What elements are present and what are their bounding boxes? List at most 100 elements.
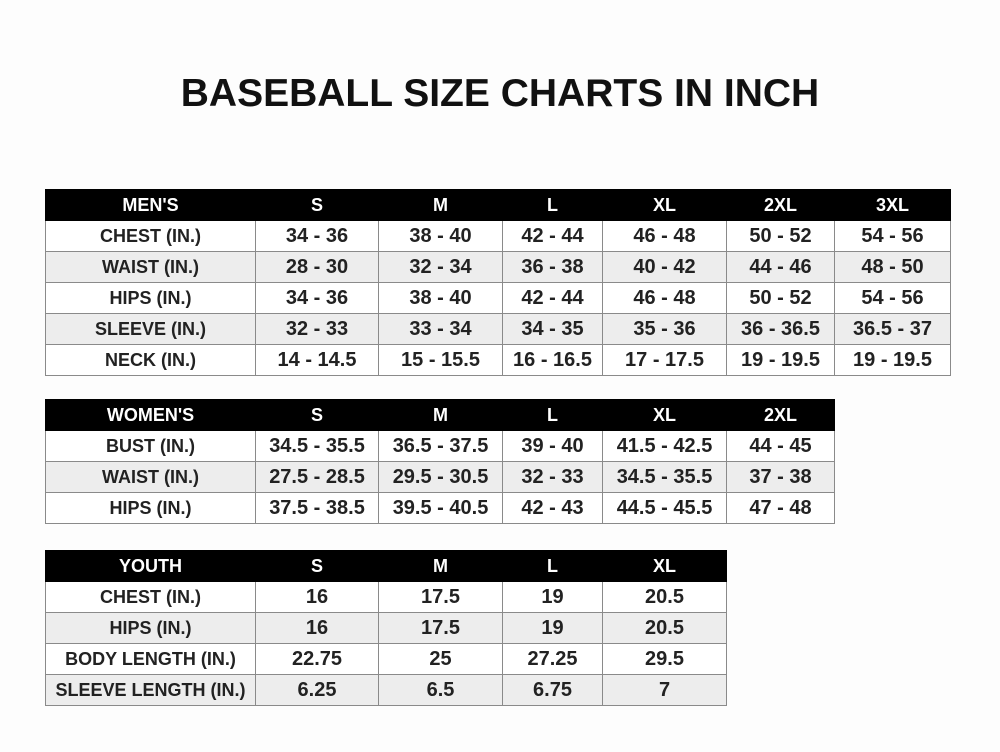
measurement-cell: 14 - 14.5 <box>255 344 379 376</box>
measurement-cell: 44.5 - 45.5 <box>602 492 727 524</box>
size-header: 2XL <box>726 189 835 221</box>
measurement-label: SLEEVE LENGTH (IN.) <box>45 674 256 706</box>
measurement-cell: 34.5 - 35.5 <box>255 430 379 462</box>
measurement-cell: 34 - 36 <box>255 220 379 252</box>
measurement-label: CHEST (IN.) <box>45 220 256 252</box>
measurement-cell: 44 - 45 <box>726 430 835 462</box>
measurement-label: SLEEVE (IN.) <box>45 313 256 345</box>
measurement-cell: 32 - 33 <box>255 313 379 345</box>
measurement-cell: 7 <box>602 674 727 706</box>
measurement-cell: 16 - 16.5 <box>502 344 603 376</box>
measurement-label: HIPS (IN.) <box>45 282 256 314</box>
measurement-cell: 42 - 44 <box>502 282 603 314</box>
measurement-cell: 29.5 <box>602 643 727 675</box>
size-header: XL <box>602 550 727 582</box>
measurement-cell: 37 - 38 <box>726 461 835 493</box>
measurement-cell: 22.75 <box>255 643 379 675</box>
measurement-cell: 36.5 - 37 <box>834 313 951 345</box>
measurement-cell: 46 - 48 <box>602 282 727 314</box>
measurement-label: HIPS (IN.) <box>45 612 256 644</box>
measurement-cell: 17.5 <box>378 612 503 644</box>
table-header-row: WOMEN'S S M L XL 2XL <box>45 399 835 431</box>
size-header: XL <box>602 399 727 431</box>
size-header: M <box>378 399 503 431</box>
size-header: M <box>378 550 503 582</box>
measurement-cell: 38 - 40 <box>378 282 503 314</box>
measurement-label: BUST (IN.) <box>45 430 256 462</box>
size-header: 3XL <box>834 189 951 221</box>
category-header: WOMEN'S <box>45 399 256 431</box>
measurement-cell: 54 - 56 <box>834 220 951 252</box>
measurement-cell: 19 - 19.5 <box>834 344 951 376</box>
measurement-cell: 19 <box>502 581 603 613</box>
measurement-cell: 16 <box>255 581 379 613</box>
measurement-cell: 34 - 35 <box>502 313 603 345</box>
size-header: S <box>255 399 379 431</box>
measurement-cell: 19 - 19.5 <box>726 344 835 376</box>
measurement-cell: 6.25 <box>255 674 379 706</box>
measurement-cell: 32 - 34 <box>378 251 503 283</box>
table-header-row: YOUTH S M L XL <box>45 550 727 582</box>
measurement-cell: 42 - 44 <box>502 220 603 252</box>
table-row: SLEEVE (IN.) 32 - 33 33 - 34 34 - 35 35 - 36… <box>45 313 951 345</box>
mens-size-table: MEN'S S M L XL 2XL 3XL CHEST (IN.) 34 - 36 38 - 4… <box>45 189 951 376</box>
table-row: WAIST (IN.) 27.5 - 28.5 29.5 - 30.5 32 - 33… <box>45 461 835 493</box>
table-row: NECK (IN.) 14 - 14.5 15 - 15.5 16 - 16.5 17 … <box>45 344 951 376</box>
measurement-cell: 50 - 52 <box>726 282 835 314</box>
measurement-cell: 40 - 42 <box>602 251 727 283</box>
measurement-cell: 17.5 <box>378 581 503 613</box>
measurement-cell: 41.5 - 42.5 <box>602 430 727 462</box>
measurement-cell: 29.5 - 30.5 <box>378 461 503 493</box>
measurement-cell: 32 - 33 <box>502 461 603 493</box>
measurement-cell: 17 - 17.5 <box>602 344 727 376</box>
measurement-label: CHEST (IN.) <box>45 581 256 613</box>
youth-size-table: YOUTH S M L XL CHEST (IN.) 16 17.5 19 20.5 HIPS (I… <box>45 550 727 706</box>
table-row: WAIST (IN.) 28 - 30 32 - 34 36 - 38 40 - 42 4… <box>45 251 951 283</box>
page-title: BASEBALL SIZE CHARTS IN INCH <box>180 72 820 115</box>
measurement-cell: 42 - 43 <box>502 492 603 524</box>
table-header-row: MEN'S S M L XL 2XL 3XL <box>45 189 951 221</box>
category-header: MEN'S <box>45 189 256 221</box>
size-header: L <box>502 550 603 582</box>
measurement-cell: 44 - 46 <box>726 251 835 283</box>
table-row: BUST (IN.) 34.5 - 35.5 36.5 - 37.5 39 - 40 4… <box>45 430 835 462</box>
measurement-cell: 47 - 48 <box>726 492 835 524</box>
measurement-cell: 48 - 50 <box>834 251 951 283</box>
measurement-label: WAIST (IN.) <box>45 461 256 493</box>
measurement-cell: 46 - 48 <box>602 220 727 252</box>
measurement-cell: 28 - 30 <box>255 251 379 283</box>
measurement-label: NECK (IN.) <box>45 344 256 376</box>
measurement-cell: 38 - 40 <box>378 220 503 252</box>
measurement-cell: 20.5 <box>602 612 727 644</box>
measurement-cell: 6.75 <box>502 674 603 706</box>
table-row: BODY LENGTH (IN.) 22.75 25 27.25 29.5 <box>45 643 727 675</box>
category-header: YOUTH <box>45 550 256 582</box>
table-row: HIPS (IN.) 37.5 - 38.5 39.5 - 40.5 42 - 43 4… <box>45 492 835 524</box>
measurement-label: BODY LENGTH (IN.) <box>45 643 256 675</box>
measurement-cell: 50 - 52 <box>726 220 835 252</box>
measurement-cell: 15 - 15.5 <box>378 344 503 376</box>
measurement-cell: 36 - 36.5 <box>726 313 835 345</box>
measurement-cell: 36.5 - 37.5 <box>378 430 503 462</box>
measurement-cell: 27.5 - 28.5 <box>255 461 379 493</box>
size-header: M <box>378 189 503 221</box>
measurement-label: WAIST (IN.) <box>45 251 256 283</box>
womens-size-table: WOMEN'S S M L XL 2XL BUST (IN.) 34.5 - 35.5 36.5… <box>45 399 835 524</box>
measurement-cell: 25 <box>378 643 503 675</box>
measurement-cell: 20.5 <box>602 581 727 613</box>
size-header: XL <box>602 189 727 221</box>
measurement-cell: 34 - 36 <box>255 282 379 314</box>
measurement-cell: 6.5 <box>378 674 503 706</box>
measurement-cell: 35 - 36 <box>602 313 727 345</box>
measurement-cell: 33 - 34 <box>378 313 503 345</box>
table-row: CHEST (IN.) 16 17.5 19 20.5 <box>45 581 727 613</box>
measurement-cell: 19 <box>502 612 603 644</box>
size-header: S <box>255 189 379 221</box>
measurement-cell: 36 - 38 <box>502 251 603 283</box>
measurement-cell: 16 <box>255 612 379 644</box>
measurement-label: HIPS (IN.) <box>45 492 256 524</box>
measurement-cell: 34.5 - 35.5 <box>602 461 727 493</box>
measurement-cell: 54 - 56 <box>834 282 951 314</box>
size-header: L <box>502 189 603 221</box>
table-row: CHEST (IN.) 34 - 36 38 - 40 42 - 44 46 - 48 5… <box>45 220 951 252</box>
